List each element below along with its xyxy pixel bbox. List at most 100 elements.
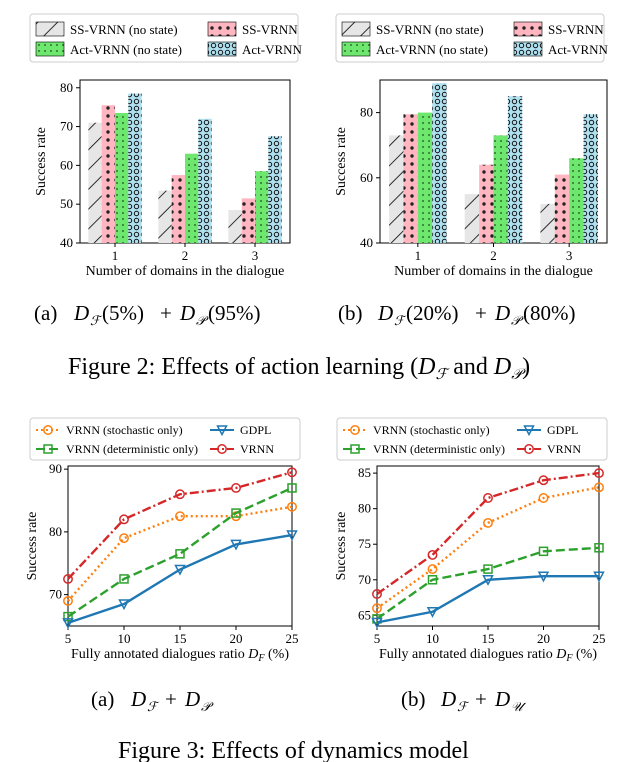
marker [594, 543, 604, 553]
marker [350, 444, 360, 454]
marker [482, 575, 494, 586]
legend-swatch [35, 21, 65, 37]
legend-label: Act-VRNN [242, 42, 303, 57]
marker [231, 483, 241, 493]
subcaption-2b: (b) D ℱ (20%) + D 𝒫 (80%) [338, 301, 575, 328]
marker [217, 444, 227, 454]
svg-text:D: D [130, 687, 146, 711]
svg-text:(a): (a) [34, 301, 57, 325]
y-tick-label: 60 [360, 170, 373, 185]
marker [538, 493, 549, 503]
y-tick-label: 70 [60, 119, 73, 134]
x-tick-label: 1 [112, 248, 119, 263]
x-tick-label: 2 [182, 248, 189, 263]
x-axis-label: Fully annotated dialogues ratio DF (%) [379, 647, 597, 664]
bar [507, 96, 523, 243]
svg-text:𝒰: 𝒰 [511, 699, 527, 714]
bar [115, 112, 129, 243]
x-tick-label: 3 [566, 248, 573, 263]
marker [483, 493, 493, 503]
series-line [376, 486, 600, 610]
legend-label: VRNN (stochastic only) [66, 423, 183, 437]
y-tick-label: 40 [360, 235, 373, 250]
svg-text:D: D [377, 301, 393, 325]
bar [255, 171, 269, 243]
y-tick-label: 80 [358, 501, 371, 516]
y-tick-label: 80 [60, 80, 73, 95]
svg-text:+: + [165, 687, 177, 711]
marker [371, 617, 383, 629]
x-tick-label: 25 [593, 631, 606, 646]
bar [540, 203, 555, 243]
x-tick-label: 2 [490, 248, 497, 263]
marker [63, 595, 73, 606]
marker [231, 508, 241, 518]
svg-text:D: D [184, 687, 200, 711]
legend-label: VRNN (deterministic only) [66, 442, 198, 456]
marker [62, 618, 74, 629]
series-line [376, 471, 600, 595]
line-chart-3a: VRNN (stochastic only) VRNN (deterministi… [25, 417, 301, 664]
x-tick-label: 15 [482, 631, 495, 646]
bar [88, 122, 102, 243]
legend-label: SS-VRNN (no state) [70, 22, 178, 37]
svg-text:(5%): (5%) [102, 301, 144, 325]
marker [427, 549, 438, 560]
svg-text:D: D [73, 301, 89, 325]
bar [101, 105, 115, 243]
y-axis-label: Success rate [34, 127, 49, 196]
series-line [67, 486, 293, 618]
svg-text:D: D [494, 687, 510, 711]
marker [119, 574, 129, 584]
legend-label: Act-VRNN (no state) [376, 42, 488, 57]
bar [583, 114, 598, 243]
marker [523, 425, 535, 437]
y-tick-label: 70 [49, 587, 62, 602]
x-tick-label: 20 [230, 631, 243, 646]
x-tick-label: 25 [286, 631, 299, 646]
marker [118, 599, 130, 611]
bar [268, 136, 282, 243]
marker [287, 467, 297, 478]
bar [493, 135, 508, 243]
bar [171, 175, 185, 243]
svg-text:D: D [440, 687, 456, 711]
x-axis-label: Number of domains in the dialogue [394, 264, 593, 279]
svg-text:(80%): (80%) [523, 301, 575, 325]
marker [216, 425, 228, 437]
series-line [67, 471, 293, 580]
bar [389, 135, 404, 243]
svg-text:+: + [475, 301, 487, 325]
svg-text:D: D [494, 301, 510, 325]
y-axis-label: Success rate [25, 512, 40, 581]
legend-label: SS-VRNN [548, 22, 604, 37]
series-line [67, 505, 293, 602]
marker [593, 571, 605, 583]
y-axis-label: Success rate [334, 127, 349, 196]
x-tick-label: 5 [65, 631, 72, 646]
marker [372, 589, 382, 599]
legend-label: VRNN (stochastic only) [373, 423, 490, 437]
legend-label: SS-VRNN (no state) [376, 22, 484, 37]
figure-2-caption: Figure 2: Effects of action learning (Dℱ… [68, 354, 530, 383]
line-chart-3b: VRNN (stochastic only) VRNN (deterministi… [334, 417, 608, 664]
marker [286, 530, 298, 542]
marker [594, 468, 604, 479]
svg-text:𝒫: 𝒫 [201, 699, 214, 714]
subcaption-2a: (a) D ℱ (5%) + D 𝒫 (95%) [34, 301, 260, 328]
bar [417, 112, 433, 243]
marker [372, 603, 382, 614]
bar [228, 210, 242, 243]
marker [524, 444, 534, 454]
bar-chart-2b: SS-VRNN (no state) SS-VRNN Act-VRNN (no st… [334, 13, 609, 279]
svg-text:+: + [475, 687, 487, 711]
legend-label: VRNN [240, 442, 274, 456]
x-tick-label: 1 [415, 248, 422, 263]
marker [594, 482, 604, 493]
series-line [376, 575, 599, 624]
x-tick-label: 15 [174, 631, 187, 646]
x-tick-label: 10 [426, 631, 439, 646]
bar [128, 93, 142, 243]
y-tick-label: 85 [358, 465, 371, 480]
svg-text:D: D [179, 301, 195, 325]
